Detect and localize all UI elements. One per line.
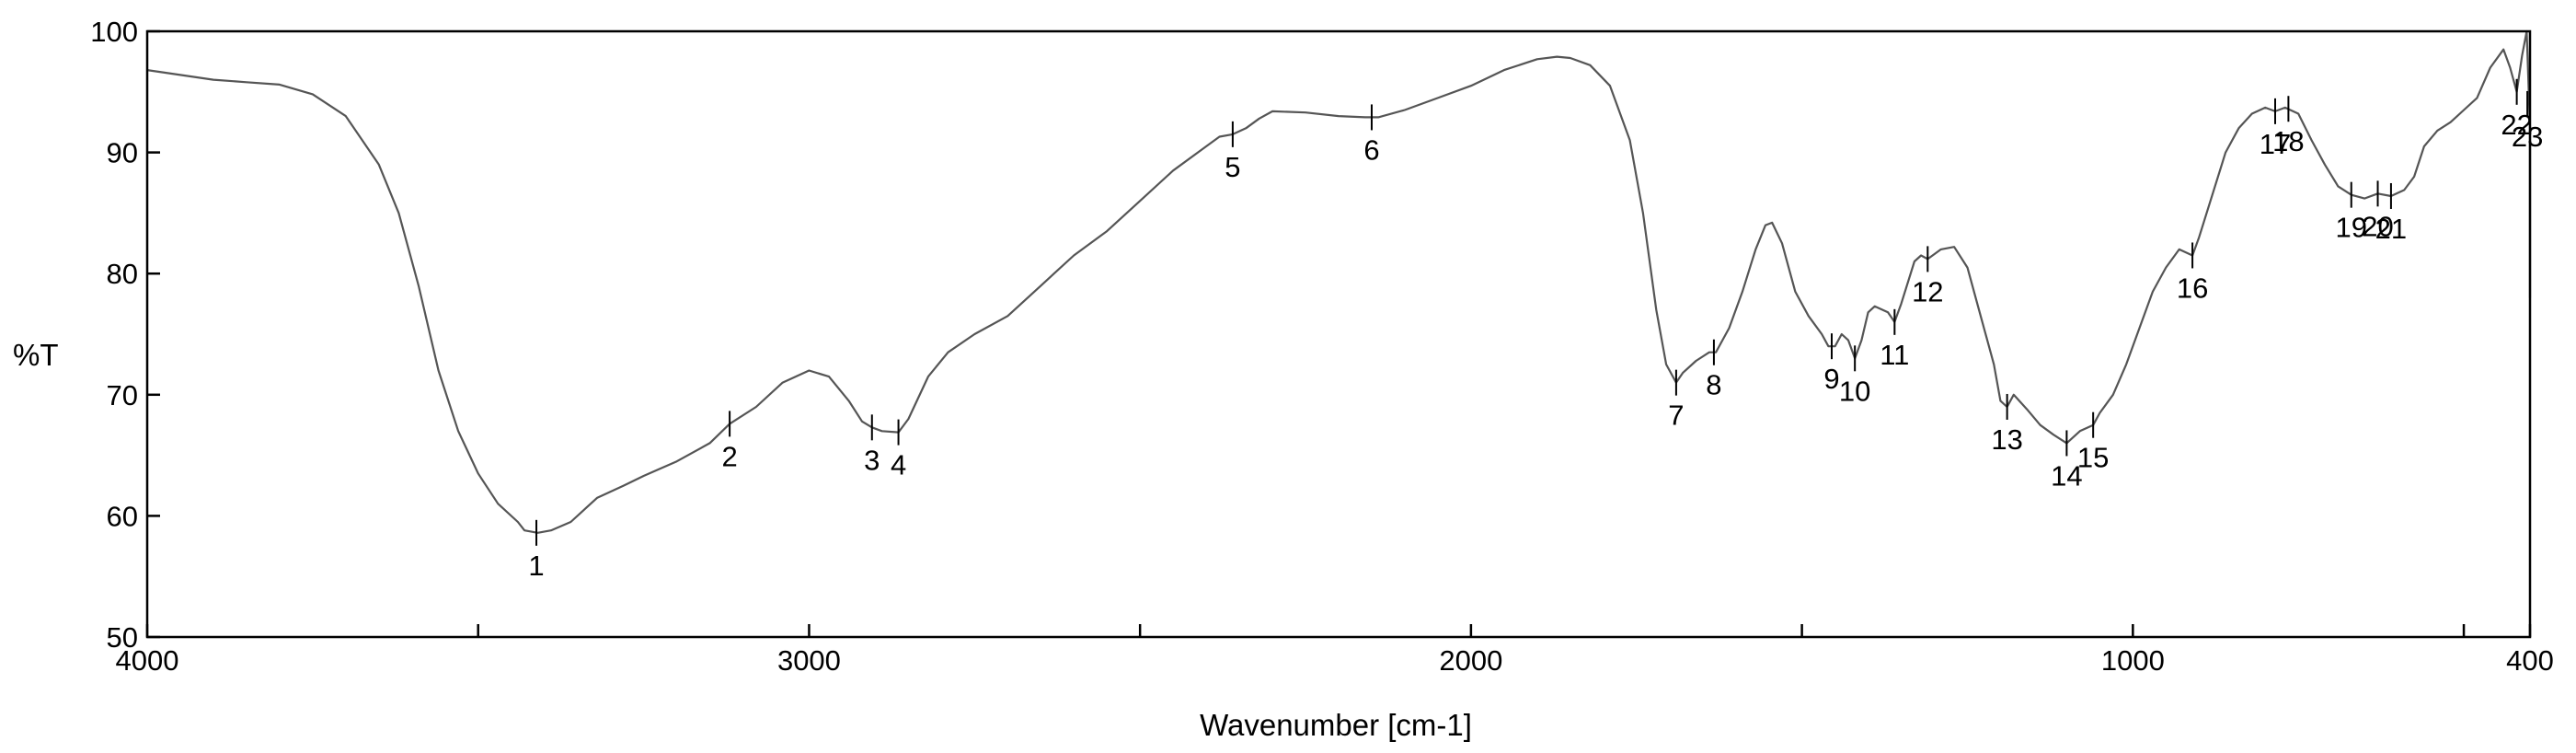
peak-label: 11 (1880, 339, 1909, 371)
peak-15: 15 (2077, 411, 2109, 474)
peak-12: 12 (1912, 246, 1944, 307)
peak-1: 1 (528, 519, 545, 582)
y-tick-label: 90 (107, 137, 138, 169)
x-axis-title: Wavenumber [cm-1] (1200, 708, 1472, 742)
peak-13: 13 (1991, 393, 2023, 456)
peak-19: 19 (2336, 181, 2367, 244)
peak-label: 17 (2260, 128, 2291, 160)
peak-label: 19 (2336, 212, 2367, 244)
peak-7: 7 (1668, 369, 1685, 432)
peak-2: 2 (721, 411, 738, 472)
y-tick-label: 100 (90, 16, 138, 48)
peak-5: 5 (1225, 121, 1241, 183)
transmittance-curve (146, 29, 2532, 534)
peak-label: 2 (721, 440, 737, 472)
peak-14: 14 (2051, 430, 2083, 492)
peak-4: 4 (891, 419, 906, 481)
peak-11: 11 (1880, 308, 1909, 371)
peak-23: 23 (2512, 90, 2543, 153)
peak-17: 17 (2260, 98, 2291, 160)
peak-20: 20 (2362, 180, 2394, 242)
peak-label: 10 (1839, 375, 1870, 407)
y-tick-label: 60 (107, 500, 138, 532)
peak-label: 21 (2375, 213, 2407, 245)
peak-8: 8 (1706, 339, 1722, 401)
x-tick-label: 2000 (1439, 644, 1502, 677)
peak-label: 14 (2051, 459, 2082, 492)
y-tick-label: 80 (107, 258, 138, 290)
peak-6: 6 (1363, 104, 1380, 166)
peak-label: 5 (1225, 151, 1240, 183)
peak-label: 1 (528, 550, 544, 582)
y-tick-label: 50 (107, 621, 138, 654)
y-axis: 50 60 70 80 90 100 (90, 16, 160, 654)
y-tick-label: 70 (107, 379, 138, 411)
peak-label: 8 (1706, 369, 1721, 401)
peak-label: 20 (2362, 210, 2393, 242)
y-axis-title: %T (13, 338, 59, 372)
peak-label: 13 (1991, 423, 2022, 456)
peak-9: 9 (1823, 333, 1840, 395)
x-tick-label: 3000 (777, 644, 841, 677)
x-tick-label: 4000 (116, 644, 179, 677)
peak-label: 6 (1363, 133, 1379, 166)
peak-3: 3 (864, 414, 880, 476)
x-tick-label: 400 (2506, 644, 2554, 677)
x-tick-label: 1000 (2101, 644, 2165, 677)
peak-16: 16 (2177, 242, 2208, 304)
peak-21: 21 (2375, 182, 2407, 245)
peak-label: 18 (2272, 125, 2304, 157)
peak-10: 10 (1839, 345, 1870, 407)
peak-label: 15 (2077, 442, 2109, 474)
peak-label: 9 (1823, 363, 1839, 395)
peak-label: 12 (1912, 275, 1943, 307)
peak-label: 23 (2512, 121, 2543, 153)
peak-label: 16 (2177, 272, 2208, 304)
peak-18: 18 (2272, 96, 2305, 157)
peak-label: 3 (864, 444, 880, 476)
x-axis: 4000 3000 2000 1000 400 (116, 624, 2554, 677)
peak-label: 4 (891, 449, 906, 481)
plot-frame (145, 29, 2532, 639)
peak-label: 7 (1668, 400, 1684, 432)
